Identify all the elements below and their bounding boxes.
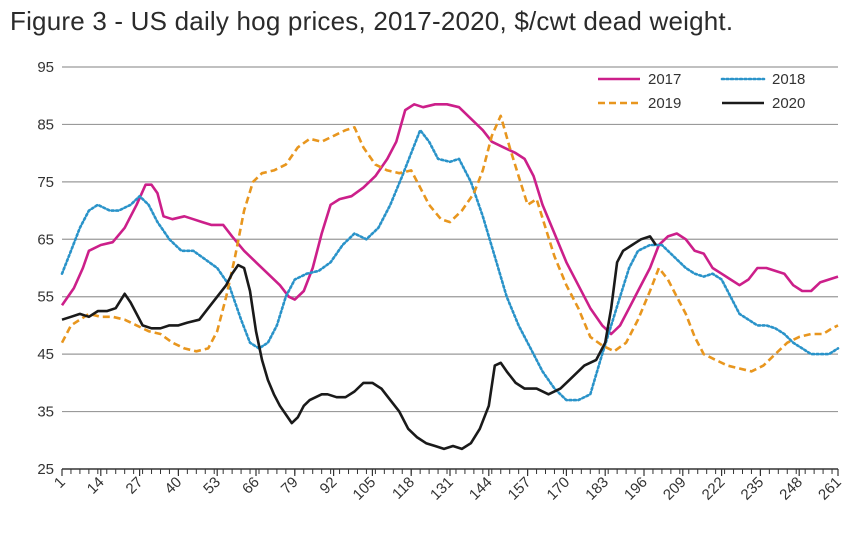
x-tick-label: 248: [776, 474, 806, 504]
series-line-2019: [60, 114, 839, 373]
x-tick-label: 118: [389, 474, 418, 503]
y-tick-label: 85: [37, 116, 54, 133]
x-tick-label: 131: [427, 474, 457, 504]
x-tick-label: 79: [278, 474, 302, 498]
y-tick-label: 45: [37, 346, 54, 363]
x-tick-label: 14: [84, 474, 108, 498]
chart-title: Figure 3 - US daily hog prices, 2017-202…: [10, 6, 734, 36]
y-tick-label: 95: [37, 59, 54, 76]
series-layer: [60, 103, 840, 451]
series-line-2017: [60, 103, 839, 336]
legend-layer: 2017 2018 2019 2020: [598, 71, 805, 112]
grid-layer: [62, 66, 838, 413]
y-tick-label: 65: [37, 231, 54, 248]
legend-label-2017: 2017: [648, 71, 681, 88]
y-tick-label: 55: [37, 289, 54, 306]
x-tick-label: 105: [350, 474, 380, 504]
x-tick-label: 261: [815, 474, 845, 504]
x-tick-label: 157: [505, 474, 535, 504]
x-tick-label: 92: [317, 474, 341, 498]
x-tick-label: 66: [239, 474, 263, 498]
x-tick-label: 196: [621, 474, 651, 504]
x-tick-label: 53: [200, 474, 224, 498]
legend-label-2020: 2020: [772, 95, 805, 112]
series-line-2018: [60, 128, 840, 402]
x-tick-label: 183: [582, 474, 612, 504]
x-tick-label: 144: [466, 474, 496, 504]
y-tick-label: 25: [37, 461, 54, 478]
x-tick-label: 235: [738, 474, 768, 504]
x-tick-label: 222: [699, 474, 729, 504]
x-tick-label: 209: [660, 474, 690, 504]
series-line-2020: [61, 235, 657, 451]
x-tick-label: 40: [161, 474, 185, 498]
legend-label-2019: 2019: [648, 95, 681, 112]
legend-label-2018: 2018: [772, 71, 805, 88]
y-tick-label: 35: [37, 404, 54, 421]
y-tick-label: 75: [37, 174, 54, 191]
x-tick-label: 1: [51, 474, 69, 492]
x-tick-label: 27: [123, 474, 147, 498]
x-tick-label: 170: [544, 474, 574, 504]
